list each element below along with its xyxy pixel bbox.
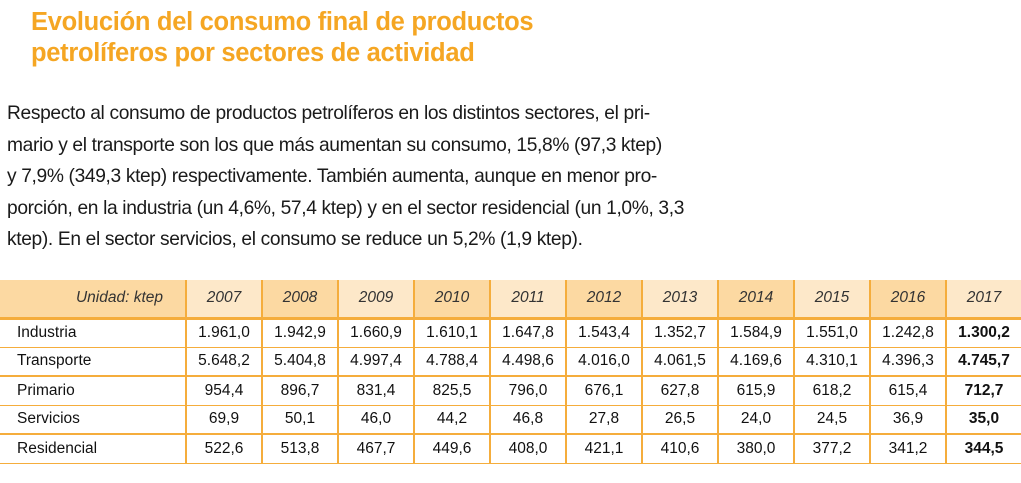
value-cell: 676,1 xyxy=(566,376,643,406)
value-cell: 1.551,0 xyxy=(794,318,871,348)
title-line-1: Evolución del consumo final de productos xyxy=(31,8,534,36)
sector-label: Residencial xyxy=(0,434,187,464)
value-cell: 954,4 xyxy=(186,376,263,406)
table-row: Industria 1.961,0 1.942,9 1.660,9 1.610,1 1.6… xyxy=(0,318,1021,348)
value-cell: 4.310,1 xyxy=(794,347,871,377)
table-row: Transporte 5.648,2 5.404,8 4.997,4 4.788,4 4.… xyxy=(0,347,1021,377)
value-cell: 377,2 xyxy=(794,434,871,464)
value-cell: 825,5 xyxy=(414,376,491,406)
value-cell: 27,8 xyxy=(566,405,643,435)
paragraph-line: porción, en la industria (un 4,6%, 57,4 … xyxy=(7,197,685,219)
value-cell: 712,7 xyxy=(946,376,1021,406)
column-header-year: 2015 xyxy=(794,280,871,320)
column-header-year: 2017 xyxy=(946,280,1021,320)
column-header-year: 2014 xyxy=(718,280,795,320)
value-cell: 1.961,0 xyxy=(186,318,263,348)
value-cell: 896,7 xyxy=(262,376,339,406)
value-cell: 615,9 xyxy=(718,376,795,406)
value-cell: 35,0 xyxy=(946,405,1021,435)
value-cell: 5.404,8 xyxy=(262,347,339,377)
value-cell: 1.543,4 xyxy=(566,318,643,348)
value-cell: 24,5 xyxy=(794,405,871,435)
value-cell: 1.242,8 xyxy=(870,318,947,348)
value-cell: 1.942,9 xyxy=(262,318,339,348)
value-cell: 627,8 xyxy=(642,376,719,406)
value-cell: 24,0 xyxy=(718,405,795,435)
description-paragraph: Respecto al consumo de productos petrolí… xyxy=(7,98,807,256)
sector-label: Industria xyxy=(0,318,187,348)
column-header-year: 2011 xyxy=(490,280,567,320)
value-cell: 410,6 xyxy=(642,434,719,464)
value-cell: 4.788,4 xyxy=(414,347,491,377)
value-cell: 4.997,4 xyxy=(338,347,415,377)
table-header-row: Unidad: ktep 2007 2008 2009 2010 2011 20… xyxy=(0,280,1021,320)
value-cell: 421,1 xyxy=(566,434,643,464)
paragraph-line: Respecto al consumo de productos petrolí… xyxy=(7,103,650,124)
value-cell: 46,8 xyxy=(490,405,567,435)
value-cell: 513,8 xyxy=(262,434,339,464)
value-cell: 449,6 xyxy=(414,434,491,464)
value-cell: 44,2 xyxy=(414,405,491,435)
value-cell: 4.498,6 xyxy=(490,347,567,377)
value-cell: 50,1 xyxy=(262,405,339,435)
value-cell: 4.396,3 xyxy=(870,347,947,377)
paragraph-line: mario y el transporte son los que más au… xyxy=(7,134,662,156)
value-cell: 4.016,0 xyxy=(566,347,643,377)
value-cell: 1.584,9 xyxy=(718,318,795,348)
paragraph-line: ktep). En el sector servicios, el consum… xyxy=(7,229,583,250)
value-cell: 615,4 xyxy=(870,376,947,406)
value-cell: 522,6 xyxy=(186,434,263,464)
value-cell: 796,0 xyxy=(490,376,567,406)
value-cell: 380,0 xyxy=(718,434,795,464)
sector-label: Transporte xyxy=(0,347,187,377)
sector-label: Servicios xyxy=(0,405,187,435)
value-cell: 831,4 xyxy=(338,376,415,406)
value-cell: 1.647,8 xyxy=(490,318,567,348)
column-header-year: 2016 xyxy=(870,280,947,320)
value-cell: 69,9 xyxy=(186,405,263,435)
sector-label: Primario xyxy=(0,376,187,406)
title-line-2: petrolíferos por sectores de actividad xyxy=(31,39,475,67)
value-cell: 341,2 xyxy=(870,434,947,464)
value-cell: 408,0 xyxy=(490,434,567,464)
value-cell: 1.660,9 xyxy=(338,318,415,348)
table-row: Residencial 522,6 513,8 467,7 449,6 408,0 421,… xyxy=(0,434,1021,464)
value-cell: 4.061,5 xyxy=(642,347,719,377)
value-cell: 36,9 xyxy=(870,405,947,435)
value-cell: 344,5 xyxy=(946,434,1021,464)
table-row: Servicios 69,9 50,1 46,0 44,2 46,8 27,8 26,5 24,… xyxy=(0,405,1021,435)
value-cell: 4.745,7 xyxy=(946,347,1021,377)
value-cell: 1.300,2 xyxy=(946,318,1021,348)
value-cell: 1.610,1 xyxy=(414,318,491,348)
column-header-year: 2007 xyxy=(186,280,263,320)
column-header-year: 2013 xyxy=(642,280,719,320)
value-cell: 618,2 xyxy=(794,376,871,406)
unit-label: Unidad: ktep xyxy=(0,280,187,320)
value-cell: 5.648,2 xyxy=(186,347,263,377)
column-header-year: 2008 xyxy=(262,280,339,320)
page-title: Evolución del consumo final de productos… xyxy=(31,7,534,69)
value-cell: 26,5 xyxy=(642,405,719,435)
consumption-table: Unidad: ktep 2007 2008 2009 2010 2011 20… xyxy=(0,280,1021,464)
table-row: Primario 954,4 896,7 831,4 825,5 796,0 676,1 62… xyxy=(0,376,1021,406)
value-cell: 467,7 xyxy=(338,434,415,464)
value-cell: 1.352,7 xyxy=(642,318,719,348)
column-header-year: 2010 xyxy=(414,280,491,320)
value-cell: 4.169,6 xyxy=(718,347,795,377)
paragraph-line: y 7,9% (349,3 ktep) respectivamente. Tam… xyxy=(7,166,657,187)
column-header-year: 2012 xyxy=(566,280,643,320)
value-cell: 46,0 xyxy=(338,405,415,435)
column-header-year: 2009 xyxy=(338,280,415,320)
